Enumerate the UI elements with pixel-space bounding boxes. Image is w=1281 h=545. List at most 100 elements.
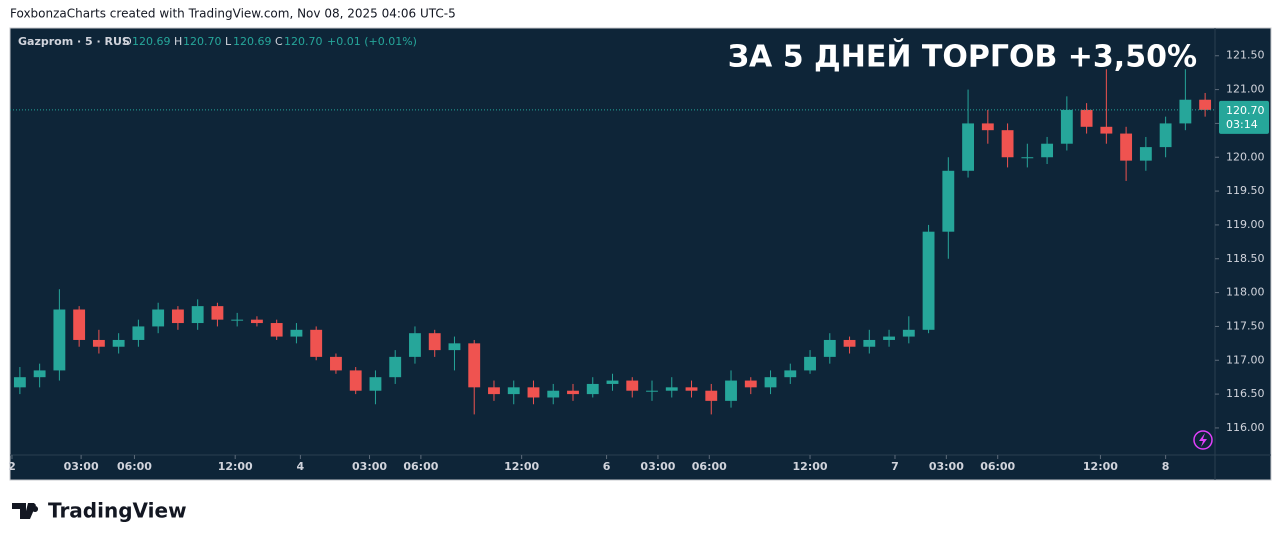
candle-body [409, 333, 421, 357]
candle-body [1001, 130, 1014, 158]
candle-body [863, 339, 876, 347]
candle-body [1100, 126, 1113, 134]
candle-body [922, 231, 935, 330]
x-tick-label: 03:00 [640, 460, 675, 473]
candle-body [567, 390, 579, 395]
candle-body [942, 170, 955, 232]
x-tick-label: 2 [8, 460, 16, 473]
chart-title: ЗА 5 ДНЕЙ ТОРГОВ +3,50% [728, 39, 1197, 75]
tradingview-logo: TradingView [12, 499, 187, 523]
candle-body [389, 356, 402, 378]
ohlc-legend: O 120.69 H 120.70 L 120.69 C 120.70 +0.0… [123, 35, 417, 48]
candle-body [1041, 143, 1054, 158]
candle-body [784, 370, 797, 378]
x-tick-label: 06:00 [403, 460, 438, 473]
y-tick-label: 121.00 [1226, 83, 1265, 96]
symbol: Gazprom · 5 · RUS [18, 35, 130, 48]
candle-body [488, 387, 500, 395]
chart-panel [9, 27, 1272, 481]
last-price-label: 120.70 [1226, 104, 1265, 117]
y-tick-label: 117.00 [1226, 353, 1265, 366]
candle-body [586, 383, 599, 395]
candle-body [665, 387, 678, 391]
candle-body [685, 387, 698, 391]
candle-body [1021, 157, 1034, 159]
candle-body [527, 387, 540, 398]
x-tick-label: 06:00 [117, 460, 152, 473]
x-tick-label: 12:00 [218, 460, 253, 473]
candle-body [744, 380, 757, 388]
x-tick-label: 03:00 [929, 460, 964, 473]
legend-c-label: C [275, 35, 283, 48]
legend-l: 120.69 [233, 35, 272, 48]
candle-body [132, 326, 145, 340]
legend-o: 120.69 [132, 35, 171, 48]
candle-body [764, 377, 777, 388]
candle-body [1179, 99, 1192, 124]
header: FoxbonzaCharts created with TradingView.… [10, 7, 456, 21]
y-tick-label: 118.00 [1226, 286, 1265, 299]
candle-body [349, 370, 362, 391]
candle-body [369, 377, 382, 391]
candle-body [547, 390, 560, 398]
candle-body [823, 339, 836, 357]
x-tick-label: 12:00 [504, 460, 539, 473]
x-tick-label: 12:00 [793, 460, 828, 473]
candle-body [251, 319, 263, 324]
y-tick-label: 117.50 [1226, 319, 1265, 332]
legend-h-label: H [174, 35, 182, 48]
candle-body [211, 306, 224, 320]
candle-body [843, 339, 856, 347]
x-tick-label: 6 [603, 460, 611, 473]
candle-body [92, 339, 105, 347]
last-price-box [1219, 100, 1269, 134]
legend-h: 120.70 [183, 35, 222, 48]
candle-body [112, 339, 125, 347]
x-tick-label: 03:00 [352, 460, 387, 473]
y-tick-label: 119.50 [1226, 184, 1265, 197]
x-tick-label: 06:00 [692, 460, 727, 473]
x-tick-label: 7 [891, 460, 899, 473]
candle-body [231, 319, 244, 321]
y-tick-label: 116.50 [1226, 387, 1265, 400]
candle-body [507, 387, 520, 395]
candle-body [152, 309, 165, 327]
x-tick-label: 8 [1162, 460, 1170, 473]
brand: TradingView [48, 499, 187, 523]
legend-change: +0.01 (+0.01%) [327, 35, 417, 48]
x-tick-label: 06:00 [980, 460, 1015, 473]
lightning-icon[interactable] [1193, 430, 1213, 450]
candle-body [981, 123, 994, 131]
candle-body [962, 123, 974, 171]
candle-body [1199, 99, 1212, 110]
candle-body [290, 329, 303, 337]
x-tick-label: 12:00 [1083, 460, 1118, 473]
candle-body [883, 336, 895, 340]
y-tick-label: 121.50 [1226, 49, 1265, 62]
candle-body [330, 356, 342, 371]
candle-body [73, 309, 86, 340]
candle-body [13, 377, 26, 388]
countdown: 03:14 [1226, 118, 1258, 131]
candle-body [902, 329, 915, 337]
y-tick-label: 119.00 [1226, 218, 1265, 231]
candle-body [428, 333, 441, 351]
candle-body [606, 380, 619, 384]
candle-body [468, 343, 481, 388]
candle-body [448, 343, 461, 351]
candle-body [33, 370, 46, 378]
candle-body [804, 356, 816, 371]
x-tick-label: 03:00 [64, 460, 99, 473]
candle-body [1120, 133, 1133, 161]
candle-body [1080, 109, 1093, 127]
candle-body [1139, 147, 1152, 161]
candle-body [191, 306, 204, 324]
x-tick-label: 4 [297, 460, 305, 473]
y-tick-label: 118.50 [1226, 252, 1265, 265]
y-tick-label: 116.00 [1226, 421, 1265, 434]
y-tick-label: 120.00 [1226, 150, 1265, 163]
candle-body [1159, 123, 1172, 148]
legend-c: 120.70 [284, 35, 323, 48]
